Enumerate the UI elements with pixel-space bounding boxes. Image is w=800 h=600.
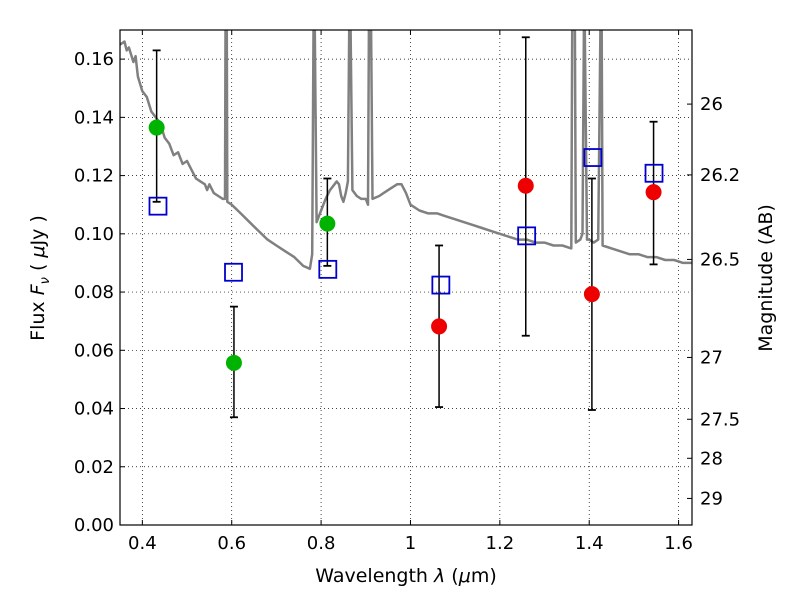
y-tick-label-5: 0.10 [74, 224, 114, 245]
observed-point-red-1 [517, 177, 534, 194]
y-axis-label: Flux Fν ( μJy ) [27, 215, 53, 341]
magnitude-tick-label-1: 26.2 [700, 165, 740, 186]
magnitude-axis-label: Magnitude (AB) [755, 204, 777, 352]
x-axis-label-var: λ [433, 565, 445, 587]
x-tick-label-3: 1 [405, 533, 416, 554]
y-axis-label-unit-mu: μ [27, 245, 49, 258]
y-tick-label-1: 0.02 [74, 457, 114, 478]
magnitude-tick-label-4: 27.5 [700, 409, 740, 430]
y-axis-label-unit-close: Jy ) [27, 215, 49, 246]
observed-point-green-1 [225, 354, 242, 371]
x-tick-label-2: 0.8 [307, 533, 336, 554]
x-tick-label-4: 1.2 [486, 533, 515, 554]
sed-model-curve-group [120, 30, 692, 271]
magnitude-axis-ticks: 26 26.2 26.5 27 27.5 28 29 [687, 94, 740, 509]
model-photometry-square-6 [644, 163, 664, 183]
x-tick-label-5: 1.4 [575, 533, 604, 554]
y-tick-label-7: 0.14 [74, 107, 114, 128]
model-photometry-group [148, 148, 664, 295]
x-tick-label-1: 0.6 [217, 533, 246, 554]
y-tick-label-3: 0.06 [74, 340, 114, 361]
magnitude-tick-label-0: 26 [700, 94, 723, 115]
y-tick-label-8: 0.16 [74, 49, 114, 70]
x-axis-label-unit-open: ( [445, 565, 458, 587]
observed-point-green-0 [148, 119, 165, 136]
observed-point-red-3 [645, 184, 662, 201]
sed-model-curve [120, 30, 692, 271]
model-photometry-square-5 [583, 148, 603, 167]
y-tick-label-2: 0.04 [74, 399, 114, 420]
magnitude-tick-label-3: 27 [700, 347, 723, 368]
x-tick-label-0: 0.4 [128, 533, 157, 554]
y-axis-label-var-sub: ν [38, 277, 53, 284]
x-tick-label-6: 1.6 [664, 533, 693, 554]
magnitude-tick-label-5: 28 [700, 448, 723, 469]
plot-frame [119, 29, 693, 526]
x-axis-label: Wavelength λ (μm) [315, 565, 496, 587]
magnitude-tick-label-6: 29 [700, 488, 723, 509]
observed-point-green-2 [319, 215, 336, 232]
y-axis-ticks: 0.00 0.02 0.04 0.06 0.08 0.10 0.12 0.14 0.16 [74, 49, 125, 536]
y-tick-label-4: 0.08 [74, 282, 114, 303]
x-axis-ticks: 0.4 0.6 0.8 1 1.2 1.4 1.6 [128, 30, 693, 554]
observed-point-red-0 [431, 318, 448, 335]
x-axis-label-unit-mu: μ [458, 565, 471, 587]
model-photometry-square-1 [224, 262, 243, 282]
y-axis-label-prefix: Flux [27, 295, 49, 341]
y-axis-label-var: F [27, 283, 49, 295]
y-axis-label-unit-open: ( [27, 258, 49, 278]
observed-point-red-2 [583, 286, 600, 303]
model-photometry-square-0 [148, 196, 168, 216]
y-tick-label-0: 0.00 [74, 515, 114, 536]
x-axis-label-unit-close: m) [471, 565, 497, 587]
plot-background [120, 30, 692, 525]
observed-photometry-group [148, 119, 662, 371]
model-photometry-square-4 [517, 226, 537, 246]
magnitude-tick-label-2: 26.5 [700, 249, 740, 270]
model-photometry-square-3 [431, 275, 451, 295]
model-photometry-square-2 [318, 259, 338, 279]
y-tick-label-6: 0.12 [74, 166, 114, 187]
x-axis-label-prefix: Wavelength [315, 565, 434, 587]
